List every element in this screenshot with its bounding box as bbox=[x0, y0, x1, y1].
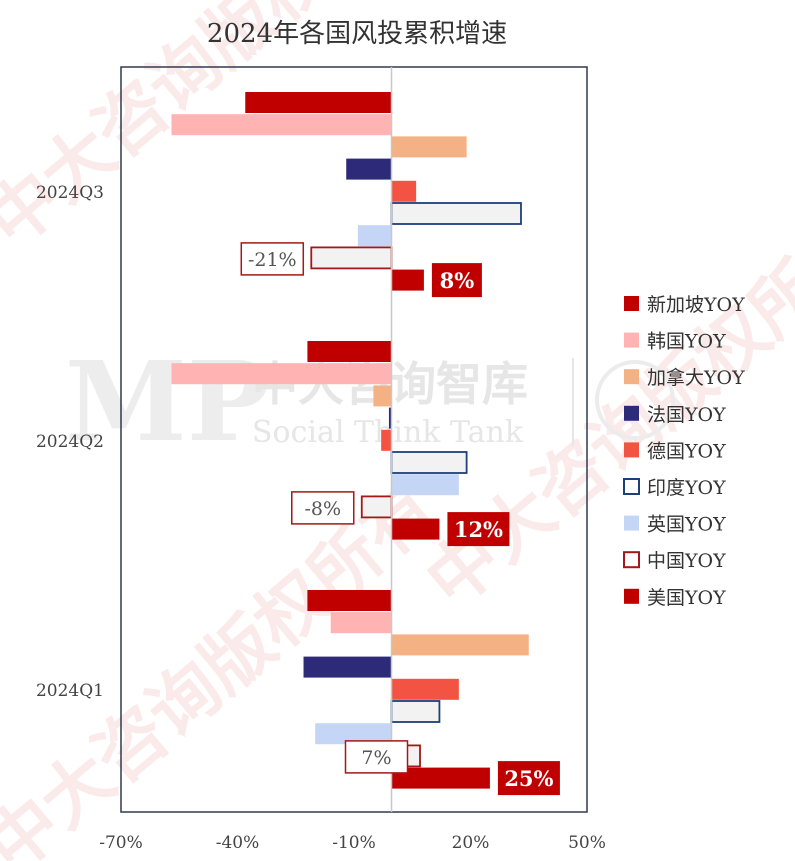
bar bbox=[315, 723, 392, 745]
legend-entry: 加拿大YOY bbox=[647, 366, 745, 389]
data-label-box bbox=[344, 740, 409, 774]
data-label: 12% bbox=[454, 517, 503, 542]
legend: 新加坡YOY 韩国YOY 加拿大YOY 法国YOY 德国YOY 印度YOY 英国YOY 中国Y… bbox=[623, 294, 745, 609]
data-label-box bbox=[497, 761, 560, 796]
legend-swatch bbox=[624, 588, 639, 604]
bar bbox=[360, 495, 393, 519]
bar bbox=[357, 225, 392, 247]
legend-entry: 法国YOY bbox=[647, 404, 726, 426]
bar bbox=[346, 158, 392, 180]
legend-entry: 印度YOY bbox=[647, 477, 726, 499]
legend-swatch bbox=[623, 551, 640, 569]
category-label: 2024Q1 bbox=[36, 681, 104, 701]
x-tick-label: -40% bbox=[216, 833, 260, 853]
bar bbox=[391, 634, 529, 656]
data-label-box bbox=[240, 242, 305, 276]
y-axis-categories: 2024Q3 2024Q2 2024Q1 bbox=[36, 183, 104, 701]
bar bbox=[303, 656, 392, 678]
watermark-3-logo bbox=[595, 360, 675, 440]
bar bbox=[391, 269, 424, 291]
bar bbox=[381, 429, 392, 451]
category-label: 2024Q3 bbox=[36, 183, 104, 203]
legend-swatch bbox=[624, 332, 639, 348]
bar bbox=[390, 700, 441, 723]
chart-title: 2024年各国风投累积增速 bbox=[207, 19, 507, 49]
bar bbox=[310, 246, 393, 270]
legend-swatch bbox=[624, 515, 639, 531]
x-tick-label: 50% bbox=[568, 833, 606, 853]
legend-entry: 德国YOY bbox=[647, 440, 726, 462]
plot-area-frame bbox=[120, 66, 588, 813]
data-label: -21% bbox=[248, 249, 297, 271]
bar bbox=[171, 363, 392, 385]
bar bbox=[245, 92, 392, 113]
legend-entry: 中国YOY bbox=[647, 550, 726, 572]
legend-entry: 英国YOY bbox=[647, 514, 726, 536]
data-label: 7% bbox=[361, 747, 391, 769]
data-label: 25% bbox=[504, 766, 553, 791]
bar bbox=[391, 678, 459, 700]
watermark-diagonal-right: 中大咨询版权所有 bbox=[410, 199, 795, 623]
bar bbox=[391, 136, 467, 158]
data-label-box bbox=[291, 491, 355, 525]
bar bbox=[388, 407, 392, 429]
bar bbox=[171, 114, 392, 136]
x-tick-label: -10% bbox=[332, 833, 376, 853]
legend-entry: 韩国YOY bbox=[647, 331, 726, 353]
legend-swatch bbox=[624, 442, 639, 458]
bar bbox=[391, 180, 417, 202]
bar bbox=[307, 590, 392, 611]
category-label: 2024Q2 bbox=[36, 432, 104, 452]
legend-swatch bbox=[624, 369, 639, 385]
legend-swatch bbox=[623, 478, 640, 495]
bar bbox=[391, 767, 490, 789]
legend-swatch bbox=[624, 405, 639, 421]
data-label-box bbox=[431, 263, 482, 298]
labels-layer: -21% 8% -8% 12% 7% 25% bbox=[240, 242, 560, 796]
bars-layer bbox=[171, 92, 529, 789]
legend-swatch bbox=[624, 296, 639, 311]
legend-entry: 美国YOY bbox=[647, 587, 726, 609]
x-axis-ticks: -70% -40% -10% 20% 50% bbox=[99, 833, 606, 853]
bar bbox=[390, 202, 522, 225]
data-label: 8% bbox=[440, 268, 475, 293]
bar bbox=[307, 341, 392, 362]
bar bbox=[330, 612, 392, 634]
bar bbox=[390, 451, 468, 474]
legend-entry: 新加坡YOY bbox=[647, 294, 745, 316]
data-label-box bbox=[447, 512, 510, 547]
bar bbox=[391, 474, 459, 496]
x-tick-label: -70% bbox=[99, 833, 143, 853]
bar bbox=[391, 518, 440, 540]
data-label: -8% bbox=[304, 498, 341, 520]
watermark-mp-logo: MP bbox=[65, 337, 269, 466]
bar bbox=[373, 385, 392, 407]
x-tick-label: 20% bbox=[452, 833, 490, 853]
